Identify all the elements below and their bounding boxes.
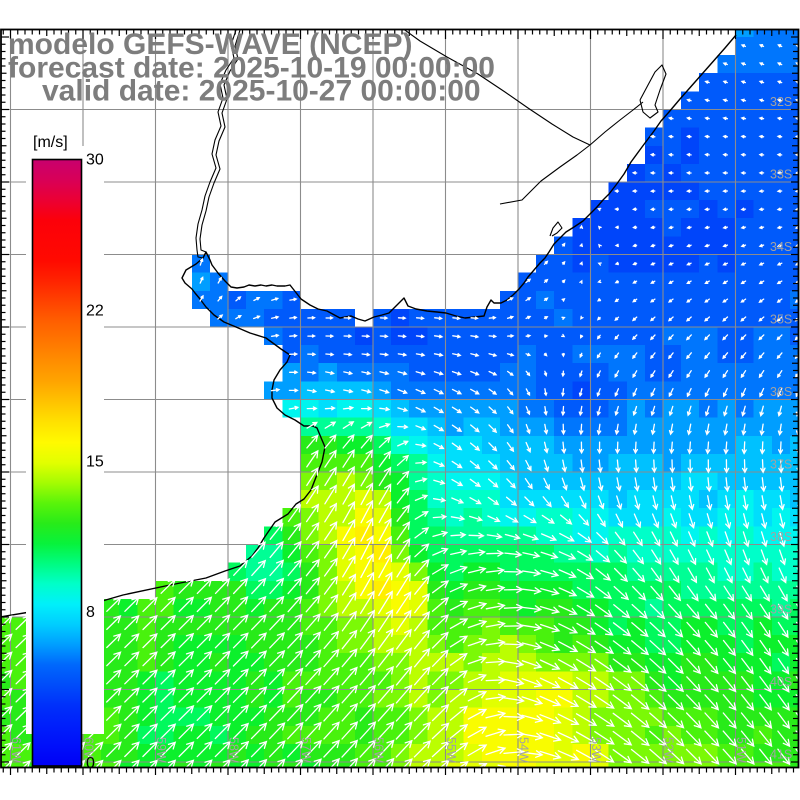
svg-text:37S: 37S <box>770 458 792 472</box>
svg-text:valid date: 2025-10-27 00:00:0: valid date: 2025-10-27 00:00:00 <box>42 75 481 108</box>
svg-text:8: 8 <box>86 604 95 621</box>
svg-text:51W: 51W <box>734 737 748 763</box>
svg-text:53W: 53W <box>589 737 603 763</box>
svg-text:56W: 56W <box>372 737 386 763</box>
svg-text:35S: 35S <box>770 313 792 327</box>
svg-text:38S: 38S <box>770 530 792 544</box>
svg-text:30: 30 <box>86 152 104 169</box>
svg-text:22: 22 <box>86 302 104 319</box>
svg-text:61W: 61W <box>9 737 23 763</box>
svg-text:58W: 58W <box>227 737 241 763</box>
svg-text:54W: 54W <box>517 737 531 763</box>
svg-text:0: 0 <box>86 755 95 772</box>
svg-text:57W: 57W <box>299 737 313 763</box>
svg-text:36S: 36S <box>770 385 792 399</box>
svg-text:32S: 32S <box>770 95 792 109</box>
svg-text:55W: 55W <box>444 737 458 763</box>
svg-text:[m/s]: [m/s] <box>33 134 68 151</box>
svg-text:59W: 59W <box>154 737 168 763</box>
svg-text:52W: 52W <box>662 737 676 763</box>
svg-text:33S: 33S <box>770 168 792 182</box>
svg-text:15: 15 <box>86 453 104 470</box>
svg-text:40S: 40S <box>770 675 792 689</box>
svg-text:60W: 60W <box>82 737 96 763</box>
svg-text:41S: 41S <box>770 748 792 762</box>
svg-text:34S: 34S <box>770 240 792 254</box>
svg-text:modelo GEFS-WAVE (NCEP): modelo GEFS-WAVE (NCEP) <box>8 28 412 61</box>
svg-text:forecast date: 2025-10-19 00:0: forecast date: 2025-10-19 00:00:00 <box>8 52 495 85</box>
svg-text:39S: 39S <box>770 603 792 617</box>
